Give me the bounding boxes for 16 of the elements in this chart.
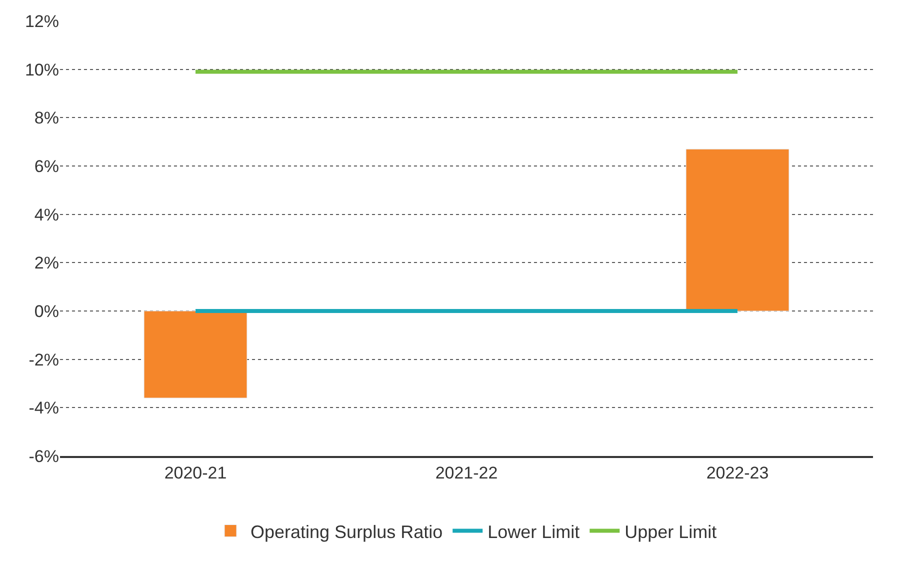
y-tick-label: -2% xyxy=(28,350,59,370)
y-tick-label: 8% xyxy=(34,108,59,128)
legend-label: Upper Limit xyxy=(624,522,717,542)
y-tick-label: 10% xyxy=(24,60,59,80)
y-tick-label: 4% xyxy=(34,205,59,224)
y-tick-label: 12% xyxy=(24,12,59,31)
legend-label: Operating Surplus Ratio xyxy=(250,522,443,542)
x-tick-label: 2022-23 xyxy=(706,463,769,482)
x-tick-label: 2021-22 xyxy=(435,463,498,482)
y-tick-label: -4% xyxy=(28,398,59,418)
y-tick-label: 0% xyxy=(34,302,59,321)
y-tick-label: 2% xyxy=(34,254,59,273)
y-tick-label: 6% xyxy=(34,156,59,176)
x-tick-label: 2020-21 xyxy=(164,463,227,482)
legend-label: Lower Limit xyxy=(488,522,580,542)
y-tick-label: -6% xyxy=(28,446,59,466)
